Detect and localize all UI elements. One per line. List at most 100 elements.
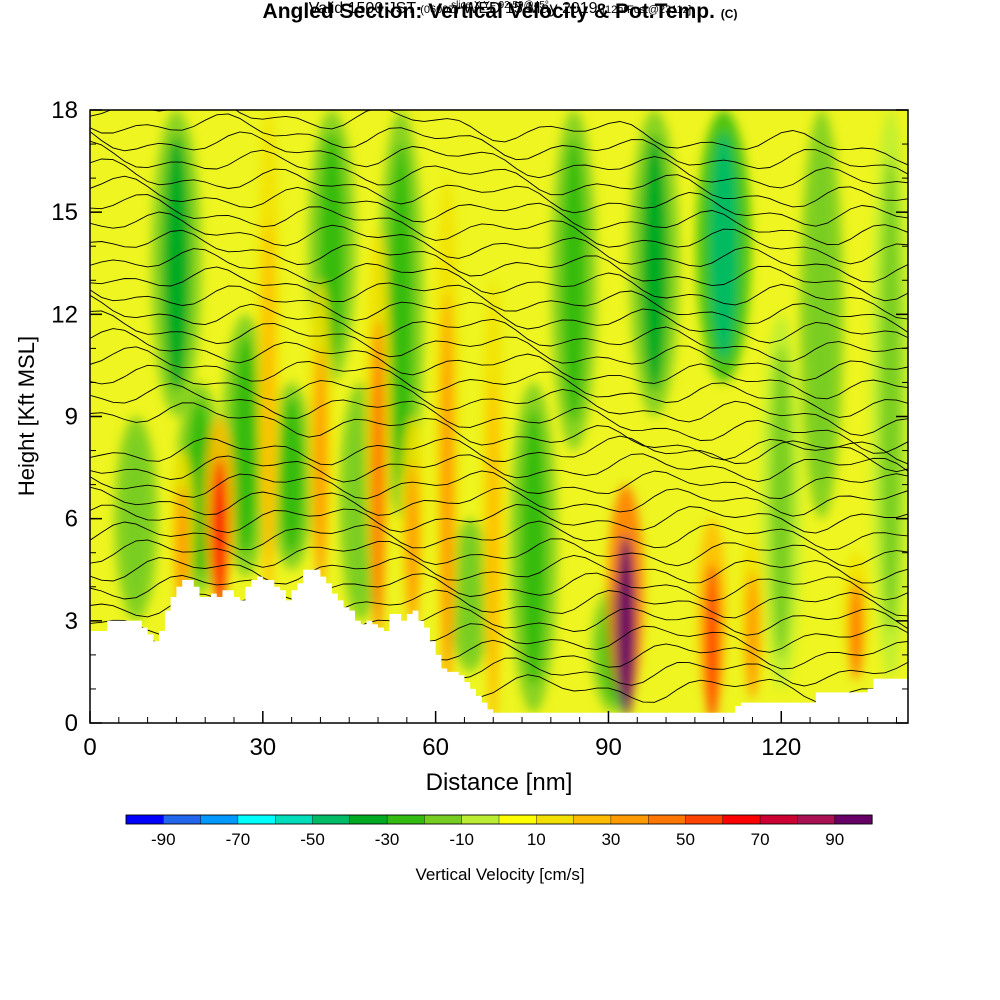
colorbar-tick-3: -30 — [375, 830, 400, 849]
colorbar-swatch-2 — [200, 814, 239, 825]
updraft-core-22 — [406, 462, 420, 628]
downdraft-core-4 — [279, 398, 304, 555]
colorbar-tick-2: -50 — [300, 830, 325, 849]
theta-contour-16 — [90, 383, 908, 454]
x-tick-label-1: 30 — [249, 734, 276, 761]
updraft-core-28 — [849, 580, 864, 680]
y-tick-label-2: 6 — [65, 506, 78, 533]
title-valid-line: Valid 1500 JST (0600Z) WED 15 May 2019 [… — [0, 0, 1000, 18]
x-tick-label-2: 60 — [422, 734, 449, 761]
colorbar-tick-8: 70 — [751, 830, 770, 849]
theta-contours — [90, 110, 908, 704]
colorbar-frame — [125, 814, 873, 825]
theta-contour-12 — [90, 470, 908, 500]
colorbar-swatch-18 — [797, 814, 836, 825]
updraft-core-18 — [211, 457, 228, 606]
theta-contour-29 — [90, 158, 908, 227]
title-slice-line: slice X,Y= 92,59@45° — [0, 0, 1000, 11]
updraft-core-26 — [704, 563, 720, 723]
theta-contour-31 — [90, 131, 908, 189]
colorbar-tick-9: 90 — [825, 830, 844, 849]
colorbar-tick-6: 30 — [601, 830, 620, 849]
downdraft-core-14 — [770, 345, 793, 658]
colorbar-swatch-11 — [536, 814, 575, 825]
theta-contour-30 — [90, 140, 908, 208]
theta-contour-20 — [90, 310, 908, 382]
valid-date: WED 15 May 2019 — [463, 0, 598, 17]
colorbar-swatch-9 — [461, 814, 500, 825]
y-tick-label-4: 12 — [51, 301, 78, 328]
x-tick-label-3: 90 — [595, 734, 622, 761]
theta-contour-11 — [90, 486, 908, 517]
theta-contour-6 — [90, 572, 908, 602]
theta-contour-14 — [90, 435, 908, 466]
theta-contour-22 — [90, 285, 908, 344]
colorbar-swatch-10 — [498, 814, 537, 825]
colorbar-swatch-3 — [237, 814, 276, 825]
y-tick-label-0: 0 — [65, 710, 78, 737]
y-axis: 0 3 6 9 12 15 18 — [51, 97, 908, 737]
colorbar-swatch-13 — [610, 814, 649, 825]
colorbar-swatch-12 — [573, 814, 612, 825]
theta-contour-32 — [90, 113, 908, 175]
valid-forecast: [12hrFcst@2311z] — [601, 4, 692, 16]
downdraft-core-7 — [389, 144, 414, 485]
x-tick-label-0: 0 — [83, 734, 96, 761]
slice-label: slice X,Y= 92,59@45° — [451, 0, 549, 11]
updraft-core-25 — [616, 535, 636, 718]
theta-contour-18 — [90, 346, 908, 418]
updraft-core-27 — [745, 571, 760, 700]
downdraft-core-10 — [561, 138, 586, 423]
downdraft-core-12 — [641, 135, 668, 391]
colorbar-swatch-16 — [722, 814, 761, 825]
downdraft-core-15 — [810, 144, 833, 485]
theta-contour-10 — [90, 504, 908, 534]
y-axis-label: Height [Kft MSL] — [14, 336, 39, 496]
valid-prefix: Valid 1500 JST — [308, 0, 416, 17]
downdraft-core-1 — [163, 135, 190, 391]
theta-contour-28 — [90, 175, 908, 245]
colorbar-label: Vertical Velocity [cm/s] — [415, 865, 584, 884]
updraft-core-23 — [440, 292, 454, 702]
theta-contour-21 — [90, 294, 908, 362]
colorbar: -90 -70 -50 -30 -10 10 30 50 70 90 — [125, 814, 873, 849]
title-main: Angled Section: Vertical Velocity & Pot.… — [262, 0, 738, 23]
colorbar-swatch-15 — [685, 814, 724, 825]
x-tick-label-4: 120 — [761, 734, 801, 761]
theta-contour-23 — [90, 266, 908, 333]
colorbar-swatch-14 — [648, 814, 687, 825]
updraft-core-21 — [371, 318, 386, 637]
downdraft-core-13 — [709, 132, 739, 360]
colorbar-swatch-19 — [834, 814, 873, 825]
x-axis-label: Distance [nm] — [426, 769, 573, 796]
downdraft-core-8 — [458, 531, 482, 660]
y-tick-label-1: 3 — [65, 608, 78, 635]
theta-contour-26 — [90, 211, 908, 283]
x-axis: 0 30 60 90 120 — [83, 711, 897, 761]
colorbar-tick-7: 50 — [676, 830, 695, 849]
colorbar-swatch-17 — [759, 814, 798, 825]
colorbar-tick-4: -10 — [449, 830, 474, 849]
colorbar-swatch-8 — [424, 814, 463, 825]
colorbar-tick-1: -70 — [226, 830, 251, 849]
colorbar-swatch-1 — [163, 814, 202, 825]
updraft-core-19 — [262, 218, 275, 608]
theta-contour-27 — [90, 194, 908, 265]
theta-contour-13 — [90, 453, 908, 483]
colorbar-swatch-7 — [386, 814, 426, 825]
colorbar-tick-0: -90 — [151, 830, 176, 849]
theta-contour-7 — [90, 554, 908, 585]
chart-title: Angled Section: Vertical Velocity & Pot.… — [0, 0, 1000, 24]
downdraft-core-16 — [879, 157, 902, 632]
y-tick-label-5: 15 — [51, 199, 78, 226]
colorbar-swatch-4 — [275, 814, 314, 825]
theta-contour-17 — [90, 364, 908, 437]
y-tick-label-6: 18 — [51, 97, 78, 124]
theta-contour-19 — [90, 328, 908, 400]
theta-contour-15 — [90, 402, 908, 473]
valid-zulu: (0600Z) — [420, 4, 459, 16]
y-tick-label-3: 9 — [65, 404, 78, 431]
downdraft-core-3 — [232, 336, 259, 555]
colorbar-swatch-6 — [349, 814, 388, 825]
